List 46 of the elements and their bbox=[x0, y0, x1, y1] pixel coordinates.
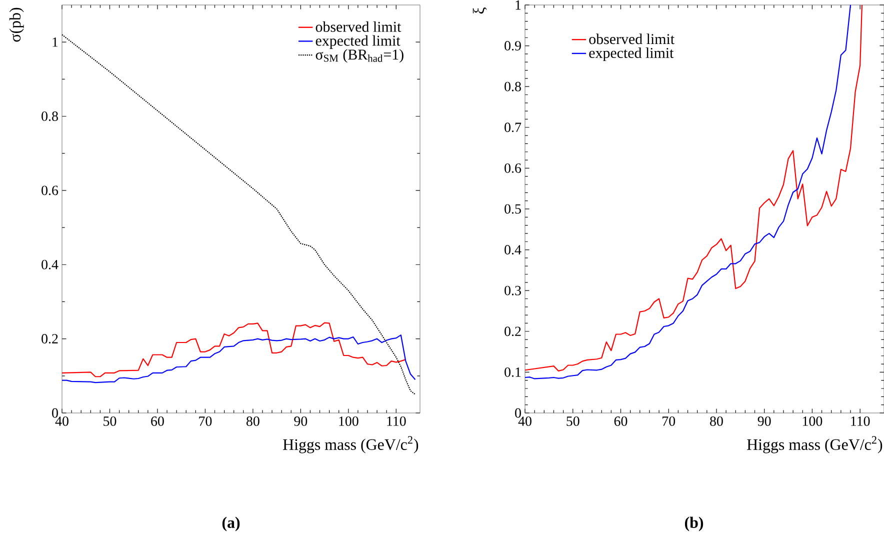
y-tick-label: 0.2 bbox=[504, 326, 521, 336]
x-tick-label: 60 bbox=[151, 416, 164, 426]
y-tick-label: 0.4 bbox=[504, 245, 522, 255]
x-tick-label: 40 bbox=[55, 416, 68, 426]
y-tick-label: 0.4 bbox=[42, 260, 58, 270]
x-tick-label: 50 bbox=[104, 416, 116, 426]
x-tick-label: 100 bbox=[802, 416, 822, 426]
x-tick-label: 70 bbox=[662, 416, 676, 426]
y-tick-label: 0.3 bbox=[504, 286, 521, 296]
line-series bbox=[61, 322, 406, 378]
y-tick-label: 1 bbox=[52, 37, 58, 47]
text: (b) bbox=[684, 516, 704, 532]
y-tick-label: 0 bbox=[52, 408, 58, 418]
legend-label: observed limit bbox=[316, 21, 402, 32]
y-tick-label: 0.8 bbox=[42, 112, 58, 121]
y-tick-label: 0 bbox=[515, 408, 521, 418]
line-series bbox=[61, 334, 416, 384]
text: (a) bbox=[222, 516, 240, 532]
y-tick-label: 0.1 bbox=[504, 367, 521, 377]
legend-label: observed limit bbox=[589, 34, 674, 44]
x-tick-label: 90 bbox=[294, 416, 308, 426]
legend-label: σ$_{SM}$ (BR$_{had}$=1) bbox=[316, 49, 404, 63]
y-tick-label: 0.7 bbox=[504, 122, 522, 132]
x-tick-label: 50 bbox=[566, 416, 580, 426]
legend-label: expected limit bbox=[589, 48, 674, 62]
x-tick-label: 80 bbox=[246, 416, 260, 426]
x-axis-title: Higgs mass (GeV/c$^{2}$) bbox=[747, 436, 882, 454]
y-tick-label: 1 bbox=[516, 0, 521, 10]
y-axis-title: ξ bbox=[472, 8, 487, 14]
y-tick-label: 0.8 bbox=[504, 82, 521, 92]
x-tick-label: 90 bbox=[758, 416, 771, 426]
y-axis-title: σ(pb) bbox=[9, 8, 24, 42]
x-axis-title: Higgs mass (GeV/c$^{2}$) bbox=[283, 436, 418, 454]
y-tick-label: 0.6 bbox=[42, 186, 58, 196]
y-tick-label: 0.2 bbox=[42, 334, 58, 344]
y-tick-label: 0.6 bbox=[504, 163, 522, 173]
y-tick-label: 0.9 bbox=[504, 41, 521, 51]
x-tick-label: 40 bbox=[518, 416, 532, 426]
x-tick-label: 60 bbox=[614, 416, 628, 426]
x-tick-label: 110 bbox=[387, 416, 406, 426]
y-tick-label: 0.5 bbox=[504, 204, 521, 214]
x-tick-label: 110 bbox=[851, 416, 870, 426]
x-tick-label: 80 bbox=[710, 416, 723, 426]
legend-label: expected limit bbox=[316, 35, 400, 49]
x-tick-label: 100 bbox=[339, 416, 358, 426]
x-tick-label: 70 bbox=[199, 416, 212, 426]
